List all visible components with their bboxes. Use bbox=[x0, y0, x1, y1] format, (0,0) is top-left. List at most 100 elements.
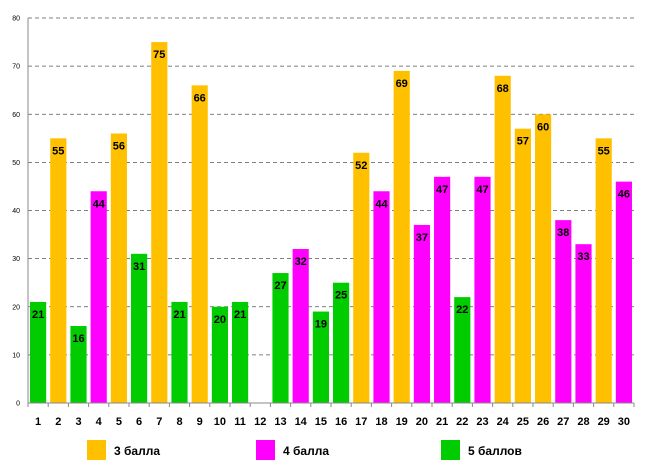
data-label-15: 19 bbox=[315, 319, 327, 331]
x-tick-label: 21 bbox=[436, 416, 448, 428]
data-labels: 21 55 16 44 56 31 75 21 66 20 21 27 32 19 25 52 44 69 37 47… bbox=[32, 49, 630, 345]
x-tick-label: 19 bbox=[396, 416, 408, 428]
x-tick-label: 2 bbox=[55, 416, 61, 428]
bar-1 bbox=[30, 301, 47, 403]
bars bbox=[30, 42, 632, 403]
x-tick-label: 13 bbox=[274, 416, 286, 428]
data-label-29: 55 bbox=[598, 145, 610, 157]
x-tick-label: 25 bbox=[517, 416, 529, 428]
bar-6 bbox=[131, 253, 148, 403]
bar-16 bbox=[333, 282, 350, 403]
data-label-2: 55 bbox=[52, 145, 64, 157]
bar-25 bbox=[514, 128, 531, 403]
data-label-26: 60 bbox=[537, 121, 549, 133]
x-tick-label: 30 bbox=[618, 416, 630, 428]
y-tick-label: 0 bbox=[16, 401, 20, 408]
bar-19 bbox=[393, 70, 410, 403]
bar-15 bbox=[312, 311, 329, 403]
y-tick-label: 60 bbox=[12, 112, 20, 119]
data-label-11: 21 bbox=[234, 309, 246, 321]
x-tick-label: 8 bbox=[176, 416, 182, 428]
bar-5 bbox=[110, 133, 127, 403]
data-label-9: 66 bbox=[194, 92, 206, 104]
data-label-30: 46 bbox=[618, 189, 630, 201]
bar-23 bbox=[474, 176, 491, 403]
y-axis-ticks: 0 10 20 30 40 50 60 70 80 bbox=[12, 16, 20, 408]
bar-22 bbox=[454, 297, 471, 403]
bar-2 bbox=[50, 138, 67, 403]
x-tick-label: 5 bbox=[116, 416, 122, 428]
x-tick-label: 28 bbox=[577, 416, 589, 428]
data-label-13: 27 bbox=[274, 280, 286, 292]
data-label-18: 44 bbox=[375, 198, 388, 210]
data-label-3: 16 bbox=[72, 333, 84, 345]
data-label-4: 44 bbox=[93, 198, 106, 210]
bar-3 bbox=[70, 326, 87, 403]
legend-swatch-g3 bbox=[87, 440, 106, 460]
x-tick-label: 22 bbox=[456, 416, 468, 428]
data-label-14: 32 bbox=[295, 256, 307, 268]
x-tick-label: 17 bbox=[355, 416, 367, 428]
bar-21 bbox=[434, 176, 451, 403]
x-tick-label: 26 bbox=[537, 416, 549, 428]
x-tick-label: 4 bbox=[96, 416, 103, 428]
x-tick-label: 1 bbox=[35, 416, 41, 428]
bar-8 bbox=[171, 301, 188, 403]
x-tick-label: 29 bbox=[598, 416, 610, 428]
data-label-6: 31 bbox=[133, 261, 145, 273]
data-label-5: 56 bbox=[113, 141, 125, 153]
x-tick-label: 27 bbox=[557, 416, 569, 428]
legend-label-g5: 5 баллов bbox=[468, 444, 522, 458]
bar-14 bbox=[292, 249, 309, 403]
legend-swatch-g5 bbox=[441, 440, 460, 460]
legend-swatch-g4 bbox=[256, 440, 275, 460]
bar-28 bbox=[575, 244, 592, 403]
x-tick-label: 7 bbox=[156, 416, 162, 428]
bar-20 bbox=[413, 224, 430, 403]
x-tick-label: 16 bbox=[335, 416, 347, 428]
data-label-1: 21 bbox=[32, 309, 44, 321]
bar-17 bbox=[353, 152, 370, 403]
x-tick-label: 11 bbox=[234, 416, 246, 428]
legend: 3 балла 4 балла 5 баллов bbox=[87, 440, 522, 460]
data-label-27: 38 bbox=[557, 227, 569, 239]
data-label-28: 33 bbox=[577, 251, 589, 263]
y-tick-label: 30 bbox=[12, 256, 20, 263]
x-tick-label: 20 bbox=[416, 416, 428, 428]
data-label-24: 68 bbox=[497, 83, 509, 95]
y-tick-label: 10 bbox=[12, 352, 20, 359]
x-tick-label: 24 bbox=[497, 416, 510, 428]
bar-30 bbox=[615, 181, 632, 403]
legend-label-g4: 4 балла bbox=[283, 444, 329, 458]
data-label-16: 25 bbox=[335, 290, 347, 302]
bar-7 bbox=[151, 42, 168, 403]
data-label-8: 21 bbox=[173, 309, 185, 321]
data-label-20: 37 bbox=[416, 232, 428, 244]
x-tick-label: 6 bbox=[136, 416, 142, 428]
bar-4 bbox=[90, 191, 107, 403]
y-tick-label: 20 bbox=[12, 304, 20, 311]
bar-24 bbox=[494, 75, 511, 403]
data-label-22: 22 bbox=[456, 304, 468, 316]
bar-9 bbox=[191, 85, 208, 403]
x-tick-label: 12 bbox=[254, 416, 266, 428]
data-label-23: 47 bbox=[476, 184, 488, 196]
data-label-19: 69 bbox=[396, 78, 408, 90]
legend-label-g3: 3 балла bbox=[114, 444, 160, 458]
x-tick-label: 10 bbox=[214, 416, 226, 428]
y-tick-label: 80 bbox=[12, 16, 20, 23]
x-tick-label: 14 bbox=[295, 416, 308, 428]
data-label-25: 57 bbox=[517, 136, 529, 148]
data-label-7: 75 bbox=[153, 49, 165, 61]
y-tick-label: 40 bbox=[12, 208, 20, 215]
x-tick-label: 18 bbox=[375, 416, 387, 428]
y-tick-label: 50 bbox=[12, 160, 20, 167]
bar-27 bbox=[555, 220, 572, 403]
data-label-17: 52 bbox=[355, 160, 367, 172]
bar-29 bbox=[595, 138, 612, 403]
bar-18 bbox=[373, 191, 390, 403]
data-label-10: 20 bbox=[214, 314, 226, 326]
x-tick-label: 9 bbox=[197, 416, 203, 428]
grid bbox=[28, 17, 634, 356]
